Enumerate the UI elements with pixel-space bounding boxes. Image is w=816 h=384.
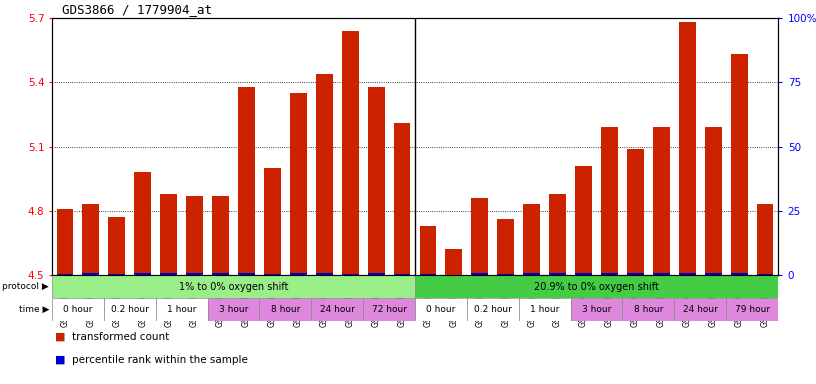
Text: time ▶: time ▶ (19, 305, 49, 314)
Bar (290, 273, 307, 275)
Bar (109, 217, 125, 275)
Text: 8 hour: 8 hour (271, 305, 300, 314)
Bar (264, 168, 281, 275)
Bar (627, 149, 644, 275)
Bar (549, 194, 566, 275)
Bar (756, 274, 774, 275)
Bar (419, 274, 437, 275)
Bar (674, 298, 726, 321)
Text: 0 hour: 0 hour (64, 305, 93, 314)
Bar (705, 127, 721, 275)
Text: 1 hour: 1 hour (530, 305, 559, 314)
Text: 0.2 hour: 0.2 hour (474, 305, 512, 314)
Bar (135, 172, 151, 275)
Text: 20.9% to 0% oxygen shift: 20.9% to 0% oxygen shift (534, 281, 659, 291)
Bar (186, 273, 203, 275)
Bar (56, 274, 73, 275)
Bar (342, 31, 358, 275)
Bar (393, 274, 410, 275)
Text: 72 hour: 72 hour (371, 305, 406, 314)
Bar (264, 274, 281, 275)
Bar (56, 209, 73, 275)
Bar (467, 298, 519, 321)
Bar (679, 22, 696, 275)
Text: percentile rank within the sample: percentile rank within the sample (72, 355, 248, 365)
Bar (419, 226, 437, 275)
Bar (393, 123, 410, 275)
Bar (342, 274, 358, 275)
Bar (109, 274, 125, 275)
Text: 3 hour: 3 hour (582, 305, 611, 314)
Text: GDS3866 / 1779904_at: GDS3866 / 1779904_at (62, 3, 212, 16)
Text: transformed count: transformed count (72, 332, 169, 342)
Bar (497, 274, 514, 275)
Bar (705, 273, 721, 275)
Bar (756, 204, 774, 275)
Text: 1 hour: 1 hour (167, 305, 197, 314)
Bar (368, 273, 384, 275)
Bar (186, 196, 203, 275)
Bar (82, 273, 100, 275)
Bar (156, 298, 207, 321)
Bar (160, 273, 177, 275)
Bar (497, 219, 514, 275)
Bar (212, 196, 229, 275)
Bar (472, 198, 488, 275)
Bar (601, 273, 618, 275)
Bar (415, 275, 778, 298)
Bar (316, 273, 333, 275)
Text: 0.2 hour: 0.2 hour (111, 305, 149, 314)
Bar (523, 204, 540, 275)
Bar (82, 204, 100, 275)
Text: 1% to 0% oxygen shift: 1% to 0% oxygen shift (179, 281, 288, 291)
Text: 24 hour: 24 hour (683, 305, 717, 314)
Bar (472, 273, 488, 275)
Bar (104, 298, 156, 321)
Bar (601, 127, 618, 275)
Bar (679, 273, 696, 275)
Bar (446, 249, 463, 275)
Bar (238, 273, 255, 275)
Bar (627, 273, 644, 275)
Bar (135, 273, 151, 275)
Bar (623, 298, 674, 321)
Bar (575, 273, 592, 275)
Bar (311, 298, 363, 321)
Bar (290, 93, 307, 275)
Bar (523, 273, 540, 275)
Text: 8 hour: 8 hour (634, 305, 663, 314)
Bar (575, 166, 592, 275)
Bar (653, 127, 670, 275)
Bar (160, 194, 177, 275)
Text: 0 hour: 0 hour (426, 305, 455, 314)
Text: ■: ■ (55, 332, 65, 342)
Bar (653, 273, 670, 275)
Bar (415, 298, 467, 321)
Bar (316, 74, 333, 275)
Bar (52, 275, 415, 298)
Text: 24 hour: 24 hour (320, 305, 355, 314)
Bar (212, 273, 229, 275)
Bar (730, 55, 747, 275)
Bar (207, 298, 259, 321)
Bar (363, 298, 415, 321)
Text: ■: ■ (55, 355, 65, 365)
Bar (259, 298, 311, 321)
Text: protocol ▶: protocol ▶ (2, 282, 49, 291)
Bar (726, 298, 778, 321)
Bar (52, 298, 104, 321)
Bar (730, 273, 747, 275)
Text: 3 hour: 3 hour (219, 305, 248, 314)
Bar (519, 298, 570, 321)
Bar (368, 86, 384, 275)
Bar (238, 86, 255, 275)
Bar (570, 298, 623, 321)
Text: 79 hour: 79 hour (734, 305, 769, 314)
Bar (549, 273, 566, 275)
